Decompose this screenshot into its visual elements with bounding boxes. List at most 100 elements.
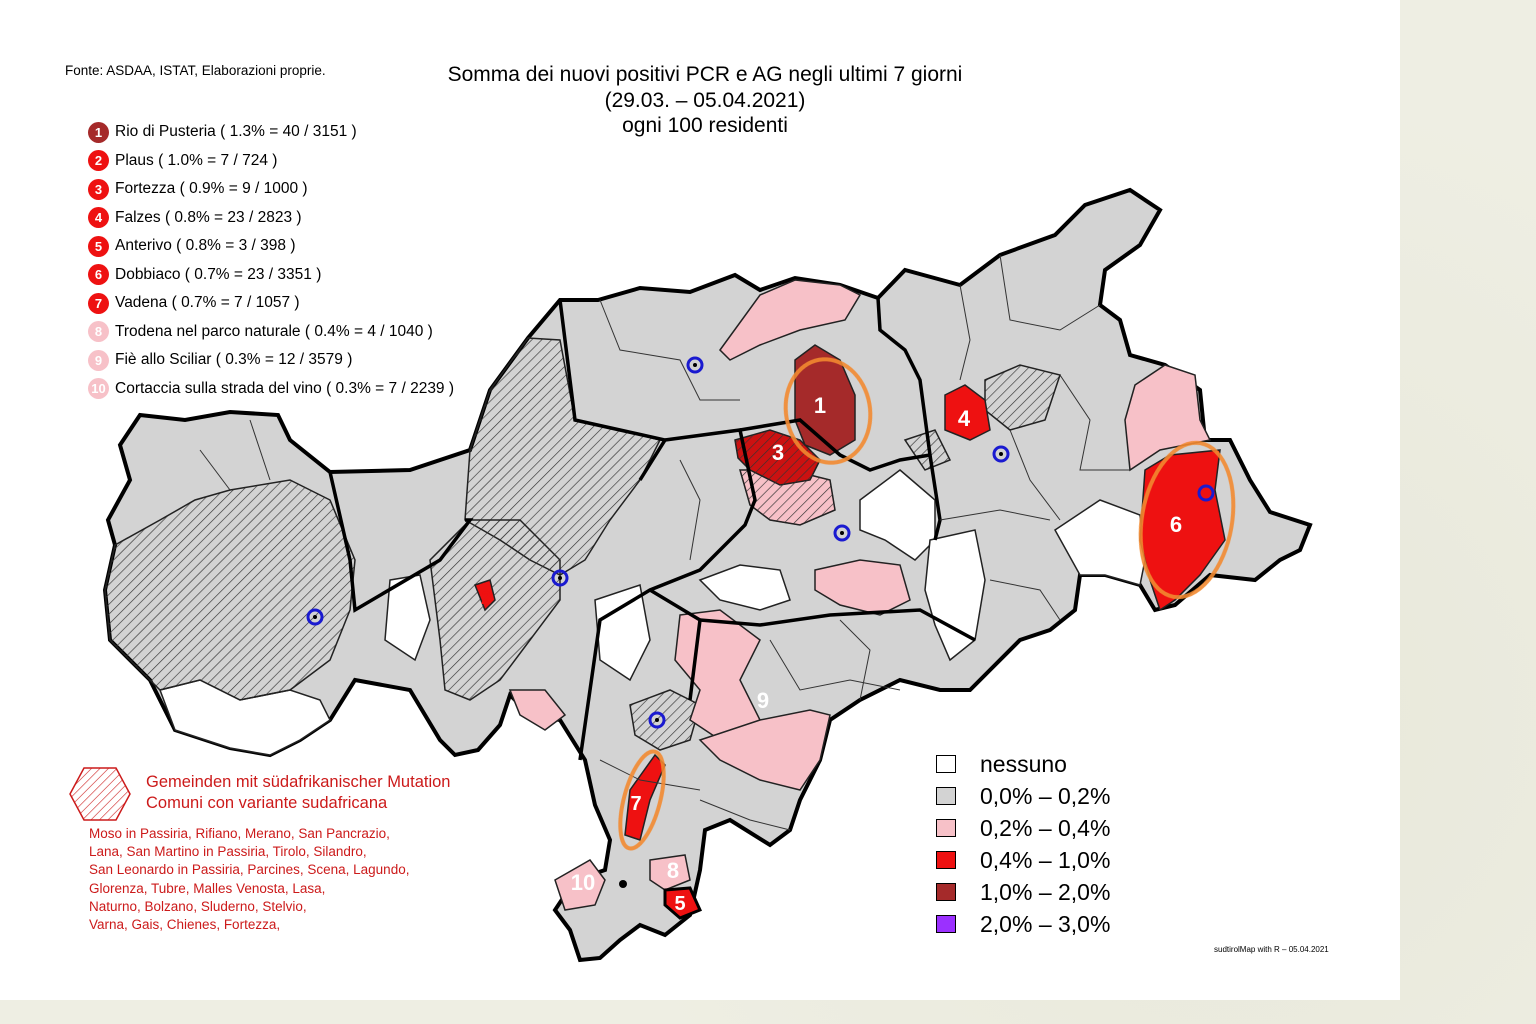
ranking-item: 1 Rio di Pusteria ( 1.3% = 40 / 3151 ) (88, 118, 454, 147)
color-legend: nessuno 0,0% – 0,2% 0,2% – 0,4% 0,4% – 1,0%… (936, 748, 1110, 940)
legend-label: 0,2% – 0,4% (980, 814, 1111, 841)
region-pink-10 (554, 859, 606, 911)
municipal-borders (199, 254, 1130, 831)
ranking-number-badge: 10 (88, 378, 109, 400)
ranking-text: Rio di Pusteria ( 1.3% = 40 / 3151 ) (115, 123, 357, 141)
region-white-south (594, 584, 651, 682)
region-white-east (1054, 499, 1146, 586)
ranking-text: Falzes ( 0.8% = 23 / 2823 ) (115, 208, 302, 226)
legend-item: 0,4% – 1,0% (936, 844, 1110, 876)
legend-swatch (936, 883, 956, 901)
mutation-line: San Leonardo in Passiria, Parcines, Scen… (89, 862, 410, 878)
mutation-legend-title: Gemeinden mit südafrikanischer Mutation … (146, 772, 450, 815)
ranking-list: 1 Rio di Pusteria ( 1.3% = 40 / 3151 ) 2 Pl… (88, 118, 454, 403)
map-label-9: 9 (757, 688, 769, 713)
region-pink-west (508, 689, 567, 731)
mutation-line: Lana, San Martino in Passiria, Tirolo, S… (89, 844, 367, 860)
mutation-line: Naturno, Bolzano, Sluderno, Stelvio, (89, 898, 307, 914)
source-note: Fonte: ASDAA, ISTAT, Elaborazioni propri… (65, 63, 326, 78)
region-pink-north (719, 279, 862, 361)
ranking-text: Fortezza ( 0.9% = 9 / 1000 ) (115, 180, 308, 198)
ranking-number-badge: 7 (88, 292, 109, 314)
map-label-2: 2 (481, 588, 491, 608)
map-label-7: 7 (630, 793, 641, 815)
title-line-3: ogni 100 residenti (622, 114, 788, 138)
legend-label: 0,4% – 1,0% (980, 846, 1111, 873)
highlight-ellipses (618, 357, 1236, 851)
region-red-5 (663, 886, 703, 920)
region-red-7 (624, 753, 666, 841)
legend-label: 1,0% – 2,0% (980, 878, 1111, 905)
region-white-center (859, 469, 936, 561)
map-title: Somma dei nuovi positivi PCR e AG negli … (390, 62, 1020, 139)
region-red-2 (474, 579, 496, 612)
legend-label: nessuno (980, 750, 1067, 777)
ranking-item: 6 Dobbiaco ( 0.7% = 23 / 3351 ) (88, 261, 454, 290)
ranking-item: 2 Plaus ( 1.0% = 7 / 724 ) (88, 147, 454, 176)
ranking-number-badge: 4 (88, 207, 109, 229)
legend-item: 1,0% – 2,0% (936, 876, 1110, 908)
mutation-title-de: Gemeinden mit südafrikanischer Mutation (146, 773, 451, 791)
region-hatched-meran (429, 519, 561, 701)
ranking-number-badge: 5 (88, 235, 109, 257)
ranking-number-badge: 1 (88, 121, 109, 143)
region-pink-9b (698, 709, 831, 791)
ranking-text: Vadena ( 0.7% = 7 / 1057 ) (115, 294, 300, 312)
region-hatched-chienes (903, 429, 952, 471)
district-borders (328, 297, 976, 761)
legend-swatch (936, 851, 956, 869)
ranking-number-badge: 8 (88, 321, 109, 343)
mutation-municipality-list: Moso in Passiria, Rifiano, Merano, San P… (89, 825, 409, 934)
region-pink-8 (649, 854, 691, 891)
map-label-6: 6 (1170, 512, 1182, 537)
legend-label: 0,0% – 0,2% (980, 782, 1111, 809)
mutation-line: Varna, Gais, Chienes, Fortezza, (89, 917, 281, 933)
ranking-item: 3 Fortezza ( 0.9% = 9 / 1000 ) (88, 175, 454, 204)
legend-item: 0,0% – 0,2% (936, 780, 1110, 812)
legend-swatch (936, 755, 956, 773)
south-tyrol-map: 1 2 3 4 5 6 7 8 9 10 (102, 187, 1313, 963)
map-label-8: 8 (667, 858, 679, 883)
map-label-4: 4 (958, 406, 971, 431)
region-red-6 (1139, 449, 1226, 612)
map-label-3: 3 (772, 440, 784, 465)
ranking-number-badge: 3 (88, 178, 109, 200)
ranking-text: Plaus ( 1.0% = 7 / 724 ) (115, 151, 278, 169)
legend-item: 0,2% – 0,4% (936, 812, 1110, 844)
ranking-text: Trodena nel parco naturale ( 0.4% = 4 / … (115, 322, 433, 340)
ranking-item: 7 Vadena ( 0.7% = 7 / 1057 ) (88, 289, 454, 318)
region-hatched-vinschgau (104, 479, 356, 701)
hatched-hexagon-icon (69, 767, 131, 821)
ranking-text: Cortaccia sulla strada del vino ( 0.3% =… (115, 379, 455, 397)
map-label-10: 10 (571, 870, 595, 895)
region-pink-villnoess (814, 559, 911, 616)
legend-item: nessuno (936, 748, 1110, 780)
ranking-item: 8 Trodena nel parco naturale ( 0.4% = 4 /… (88, 318, 454, 347)
ranking-number-badge: 6 (88, 264, 109, 286)
district-capital-markers (306, 356, 1215, 729)
ranking-item: 5 Anterivo ( 0.8% = 3 / 398 ) (88, 232, 454, 261)
ranking-text: Anterivo ( 0.8% = 3 / 398 ) (115, 237, 296, 255)
region-red-4 (944, 384, 991, 441)
ranking-item: 9 Fiè allo Sciliar ( 0.3% = 12 / 3579 ) (88, 346, 454, 375)
map-label-1: 1 (814, 393, 826, 418)
title-line-1: Somma dei nuovi positivi PCR e AG negli … (447, 63, 963, 86)
ranking-item: 10 Cortaccia sulla strada del vino ( 0.3%… (88, 375, 454, 404)
legend-swatch (936, 915, 956, 933)
credit-note: sudtirolMap with R – 05.04.2021 (1214, 945, 1329, 954)
capital-dots (313, 363, 1003, 888)
region-white-gadertal (924, 529, 986, 662)
map-number-labels: 1 2 3 4 5 6 7 8 9 10 (481, 393, 1182, 915)
ranking-text: Dobbiaco ( 0.7% = 23 / 3351 ) (115, 265, 322, 283)
legend-swatch (936, 819, 956, 837)
legend-swatch (936, 787, 956, 805)
region-white-eggental (698, 564, 791, 611)
legend-item: 2,0% – 3,0% (936, 908, 1110, 940)
mutation-line: Glorenza, Tubre, Malles Venosta, Lasa, (89, 880, 326, 896)
ranking-number-badge: 2 (88, 150, 109, 172)
legend-label: 2,0% – 3,0% (980, 910, 1111, 937)
mutation-title-it: Comuni con variante sudafricana (146, 794, 388, 813)
title-line-2: (29.03. – 05.04.2021) (604, 88, 806, 112)
map-label-5: 5 (674, 893, 685, 915)
ranking-text: Fiè allo Sciliar ( 0.3% = 12 / 3579 ) (115, 351, 353, 369)
